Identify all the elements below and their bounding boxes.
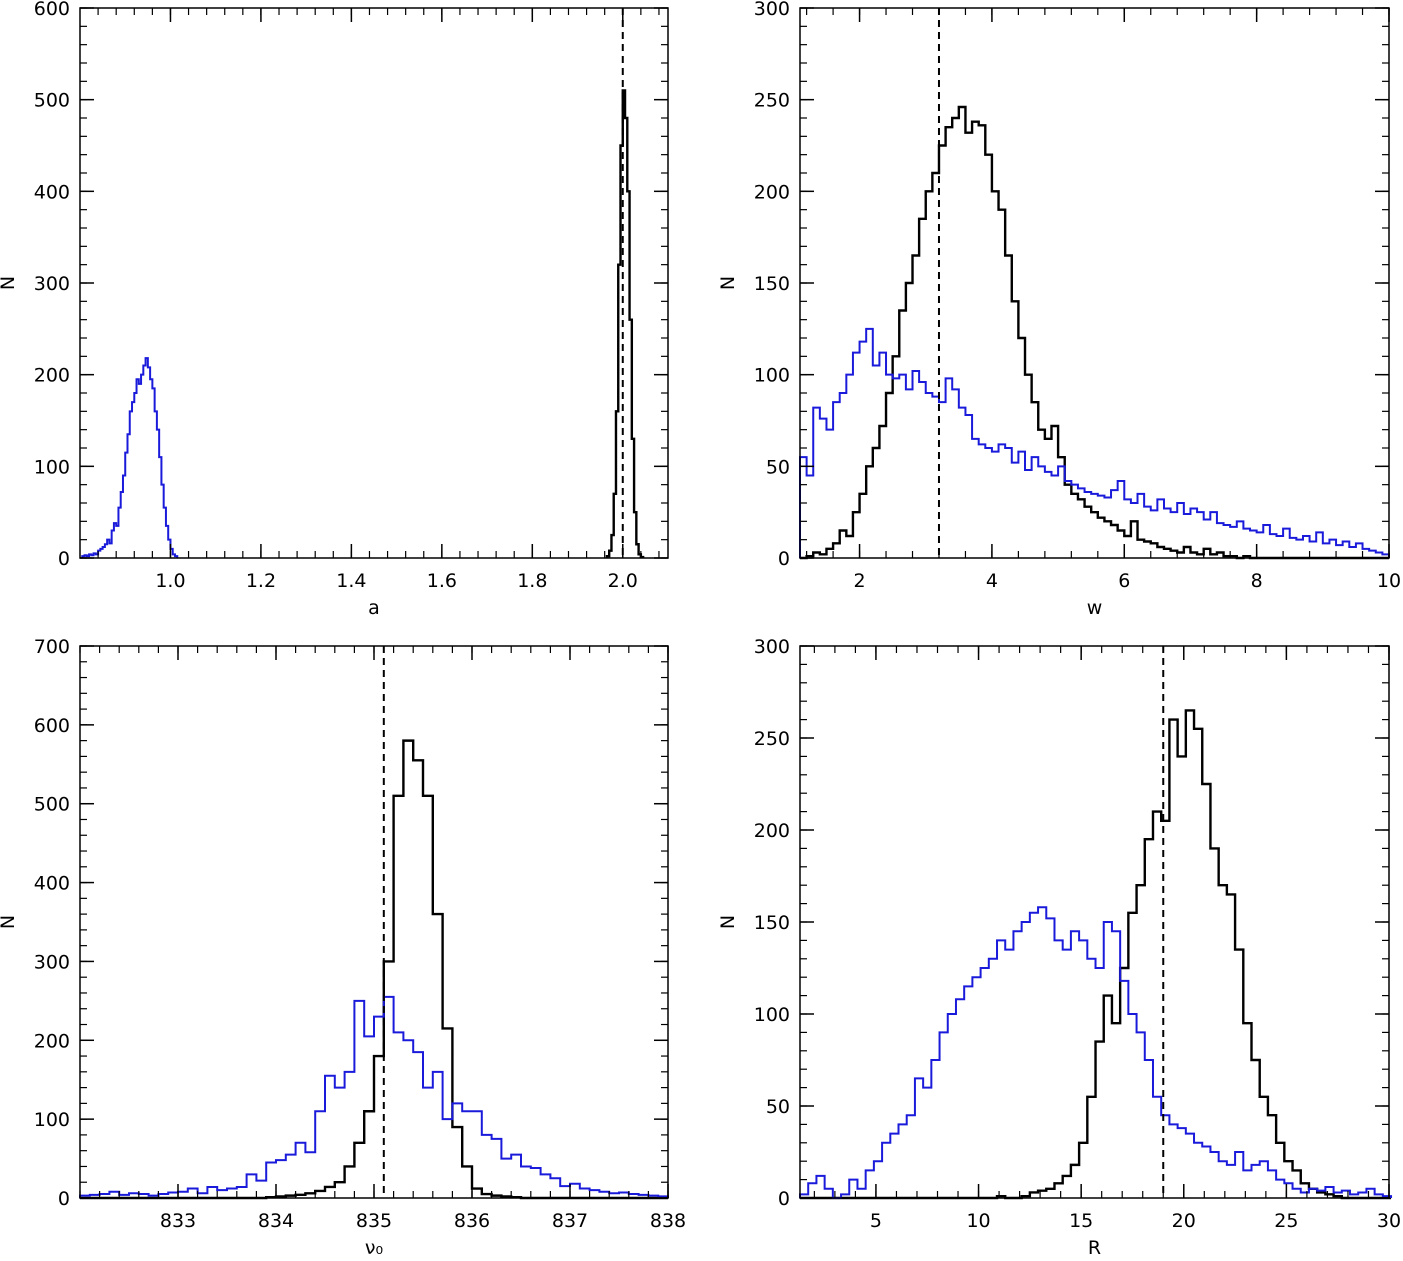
panel-2-plot-frame <box>79 645 669 1199</box>
panel-0-plot-frame <box>79 7 669 559</box>
panel-2-ytick-label: 0 <box>58 1188 70 1210</box>
panel-0-xtick-label: 1.4 <box>336 570 366 592</box>
panel-3-ytick-label: 200 <box>754 820 790 842</box>
panel-2-ytick-label: 600 <box>34 715 70 737</box>
panel-3-xtick-label: 15 <box>1069 1210 1093 1232</box>
panel-2-ytick-label: 400 <box>34 873 70 895</box>
panel-2-xtick-label: 835 <box>356 1210 392 1232</box>
panel-0-ytick-label: 600 <box>34 0 70 20</box>
panel-1-plot-frame <box>799 7 1390 559</box>
panel-2-ytick-label: 300 <box>34 951 70 973</box>
panel-0-xtick-label: 1.2 <box>246 570 276 592</box>
panel-3-xtick-label: 25 <box>1274 1210 1298 1232</box>
panel-0-xlabel: a <box>368 597 380 619</box>
panel-3-xlabel: R <box>1088 1237 1101 1259</box>
panel-0-ylabel: N <box>0 276 19 290</box>
panel-2-series-black <box>80 739 668 1200</box>
panel-1-ytick-label: 100 <box>754 365 790 387</box>
panel-0-series-blue <box>81 357 179 558</box>
panel-2-xtick-label: 836 <box>454 1210 490 1232</box>
panel-3-xtick-label: 20 <box>1172 1210 1196 1232</box>
panel-2-xtick-label: 838 <box>650 1210 686 1232</box>
panel-0-xtick-label: 2.0 <box>608 570 638 592</box>
panel-1-series-black <box>800 105 1389 560</box>
panel-0-ytick-label: 400 <box>34 181 70 203</box>
panel-3-ytick-label: 300 <box>754 636 790 658</box>
panel-3-series-black <box>800 709 1392 1200</box>
panel-1-xlabel: w <box>1087 597 1103 619</box>
panel-3-ytick-label: 150 <box>754 912 790 934</box>
panel-3-xtick-label: 30 <box>1377 1210 1401 1232</box>
panel-2-xlabel: ν₀ <box>365 1237 383 1259</box>
panel-1-xtick-label: 6 <box>1118 570 1130 592</box>
panel-3-ytick-label: 50 <box>766 1096 790 1118</box>
panel-0-ytick-label: 500 <box>34 90 70 112</box>
panel-3-ytick-label: 100 <box>754 1004 790 1026</box>
panel-3-plot-frame <box>799 645 1390 1199</box>
panel-0-ytick-label: 300 <box>34 273 70 295</box>
panel-2-ytick-label: 200 <box>34 1030 70 1052</box>
panel-1-ytick-label: 300 <box>754 0 790 20</box>
panel-3-ylabel: N <box>717 915 739 929</box>
panel-3-xtick-label: 10 <box>966 1210 990 1232</box>
panel-2-ytick-label: 500 <box>34 794 70 816</box>
panel-1-xtick-label: 8 <box>1251 570 1263 592</box>
panel-3-ytick-label: 0 <box>778 1188 790 1210</box>
panel-2-xtick-label: 837 <box>552 1210 588 1232</box>
panel-2-ytick-label: 700 <box>34 636 70 658</box>
panel-1-ytick-label: 200 <box>754 181 790 203</box>
panel-0-ytick-label: 200 <box>34 365 70 387</box>
panel-2-xtick-label: 834 <box>258 1210 294 1232</box>
panel-1-ytick-label: 50 <box>766 456 790 478</box>
panel-0-xtick-label: 1.0 <box>155 570 185 592</box>
panel-nu0-histogram: 833 834 835 836 837 838 0 100 200 300 400 500 600 700… <box>0 636 686 1259</box>
panel-3-series-blue <box>799 906 1393 1199</box>
panel-1-ytick-label: 150 <box>754 273 790 295</box>
panel-1-xtick-label: 10 <box>1377 570 1401 592</box>
panel-3-ytick-label: 250 <box>754 728 790 750</box>
panel-1-xtick-label: 4 <box>986 570 998 592</box>
panel-2-ylabel: N <box>0 915 19 929</box>
panel-0-ytick-label: 100 <box>34 456 70 478</box>
panel-0-ytick-label: 0 <box>58 548 70 570</box>
panel-a-histogram: 1.0 1.2 1.4 1.6 1.8 2.0 0 100 200 300 400 500 600 a N <box>0 0 669 619</box>
panel-1-ylabel: N <box>717 276 739 290</box>
panel-2-ytick-label: 100 <box>34 1109 70 1131</box>
panel-0-xtick-label: 1.6 <box>427 570 457 592</box>
panel-1-series-blue <box>799 327 1390 558</box>
panel-0-xtick-label: 1.8 <box>517 570 547 592</box>
panel-1-ytick-label: 250 <box>754 90 790 112</box>
panel-1-xtick-label: 2 <box>854 570 866 592</box>
panel-0-series-black <box>605 89 645 559</box>
panel-2-xtick-label: 833 <box>160 1210 196 1232</box>
panel-1-ytick-label: 0 <box>778 548 790 570</box>
panel-3-xtick-label: 5 <box>870 1210 882 1232</box>
